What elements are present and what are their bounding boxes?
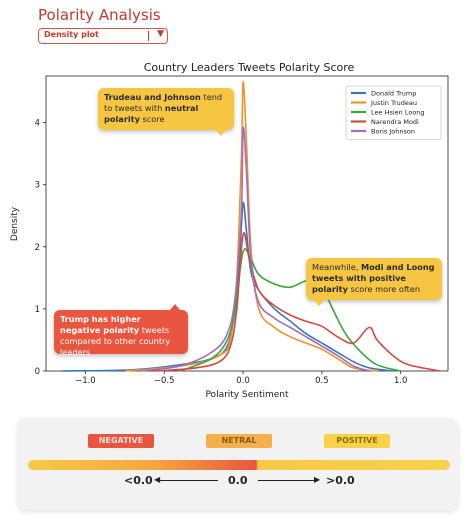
neutral-pill: NETRAL (206, 434, 272, 448)
negative-range-text: <0.0 (124, 474, 153, 487)
y-tick-label: 0 (35, 367, 40, 377)
callout-trump: Trump has higher negative polarity tweet… (54, 304, 188, 357)
legend-label: Boris Johnson (371, 128, 415, 136)
callout-text-segment: Meanwhile, (312, 262, 361, 272)
select-divider (148, 31, 149, 41)
callout-modi-text: Meanwhile, Modi and Loong tweets with po… (312, 262, 435, 294)
legend-label: Narendra Modi (371, 118, 419, 126)
y-tick-label: 4 (35, 119, 40, 129)
series-line-1 (124, 81, 378, 372)
legend-label: Lee Hsien Loong (371, 109, 425, 117)
y-tick-label: 3 (35, 181, 40, 191)
density-chart: Country Leaders Tweets Polarity Score −1… (10, 61, 449, 400)
app-title: Polarity Analysis (38, 6, 161, 24)
callout-trump-text: Trump has higher negative polarity tweet… (60, 314, 170, 357)
callout-text-segment: score (139, 114, 165, 124)
callout-tail (216, 130, 226, 136)
series-line-2 (179, 248, 401, 372)
axis-ticks: −1.0 −0.5 0.0 0.5 1.0 0 1 2 3 4 (35, 119, 408, 386)
callout-text-segment: tend to tweets with (104, 92, 223, 113)
polarity-gradient-bar (28, 460, 450, 470)
axis-line-right (258, 480, 316, 481)
y-axis-label: Density (10, 206, 20, 241)
negative-pill: NEGATIVE (88, 434, 154, 448)
legend-label: Donald Trump (371, 90, 416, 98)
x-tick-label: 0.5 (315, 376, 329, 386)
callout-text-segment: Modi and Loong tweets with positive pola… (312, 262, 435, 294)
x-tick-label: 1.0 (394, 376, 408, 386)
chevron-down-icon[interactable]: ▼ (157, 29, 164, 39)
x-tick-label: 0.0 (236, 376, 250, 386)
x-axis-label: Polarity Sentiment (205, 390, 289, 400)
callout-text-segment: Trump has higher negative polarity (60, 314, 141, 335)
x-tick-label: −1.0 (75, 376, 96, 386)
neutral-point-text: 0.0 (228, 474, 248, 487)
callout-trudeau: Trudeau and Johnson tend to tweets with … (98, 88, 234, 136)
positive-pill: POSITIVE (324, 434, 390, 448)
callout-tail (170, 304, 180, 310)
callout-trudeau-text: Trudeau and Johnson tend to tweets with … (104, 92, 222, 124)
callout-text-segment: score more often (347, 284, 421, 294)
legend-box (345, 85, 442, 140)
axis-line-left (160, 480, 218, 481)
callout-text-segment: tweets compared to other country leaders (60, 325, 171, 357)
y-tick-label: 1 (35, 305, 40, 315)
callout-text-segment: Trudeau and Johnson (104, 92, 201, 102)
callout-text-segment: neutral polarity (104, 103, 199, 124)
callout-modi: Meanwhile, Modi and Loong tweets with po… (306, 258, 442, 306)
series-line-3 (156, 231, 441, 372)
right-arrow-icon: ▶ (314, 475, 321, 484)
chart-title: Country Leaders Tweets Polarity Score (144, 61, 355, 74)
plot-type-select[interactable]: Density plot ▼ (38, 28, 168, 44)
plot-type-value: Density plot (44, 30, 99, 39)
positive-range-text: >0.0 (326, 474, 355, 487)
plot-frame (45, 75, 449, 372)
y-tick-label: 2 (35, 243, 40, 253)
left-arrow-icon: ◀ (154, 475, 161, 484)
series-line-4 (140, 126, 370, 372)
density-lines (61, 81, 441, 372)
polarity-scale-legend: NEGATIVE NETRAL POSITIVE <0.0 ◀ 0.0 ▶ >0… (18, 418, 458, 510)
legend-label: Justin Trudeau (370, 99, 417, 107)
x-tick-label: −0.5 (154, 376, 175, 386)
callout-tail (314, 300, 324, 306)
